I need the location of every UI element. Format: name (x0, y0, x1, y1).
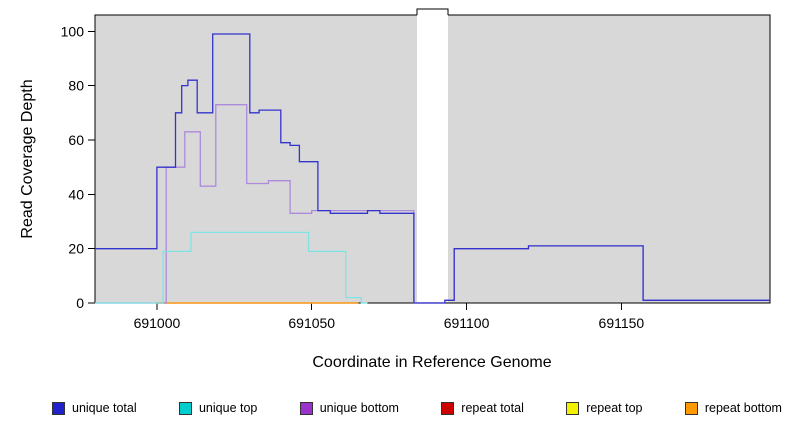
legend-label: repeat top (586, 401, 643, 415)
masked-region (417, 9, 448, 302)
y-tick-label: 100 (61, 23, 85, 39)
legend-swatch-unique-total (52, 401, 65, 415)
y-tick-label: 20 (68, 241, 84, 257)
x-tick-label: 691100 (444, 315, 490, 331)
y-tick-label: 0 (76, 295, 84, 311)
y-axis-title: Read Coverage Depth (19, 79, 36, 238)
series-line-unique-total (95, 33, 770, 304)
legend-label: unique total (72, 401, 137, 415)
series-line-unique-top (95, 231, 368, 304)
x-tick-label: 691050 (288, 315, 335, 331)
legend-label: repeat bottom (704, 401, 782, 415)
legend-item-repeat-top: repeat top (566, 401, 642, 415)
plot-layer: 0 20 40 60 80 100 691000 691050 691100 691150 (61, 8, 771, 331)
legend-swatch-repeat-total (441, 401, 455, 415)
chart-legend: unique total unique top unique bottom repea… (0, 401, 792, 415)
y-tick-label: 60 (68, 132, 84, 148)
legend-item-repeat-total: repeat total (441, 401, 524, 415)
y-tick-label: 40 (68, 186, 84, 202)
x-axis-title: Coordinate in Reference Genome (312, 354, 551, 371)
legend-item-unique-top: unique top (178, 401, 258, 415)
legend-swatch-repeat-top (566, 401, 580, 415)
legend-swatch-repeat-bottom (684, 401, 698, 415)
masked-region-outline (416, 8, 449, 15)
legend-label: repeat total (461, 401, 524, 415)
legend-label: unique top (198, 401, 258, 415)
legend-item-unique-bottom: unique bottom (299, 401, 399, 415)
legend-item-repeat-bottom: repeat bottom (684, 401, 782, 415)
coverage-chart: 0 20 40 60 80 100 691000 691050 691100 691150 Rea… (19, 8, 771, 371)
legend-item-unique-total: unique total (52, 401, 137, 415)
y-tick-label: 80 (68, 78, 84, 94)
legend-swatch-unique-bottom (299, 401, 313, 415)
x-tick-label: 691000 (134, 315, 181, 331)
legend-label: unique bottom (319, 401, 399, 415)
legend-swatch-unique-top (178, 401, 192, 415)
x-tick-label: 691150 (599, 315, 645, 331)
